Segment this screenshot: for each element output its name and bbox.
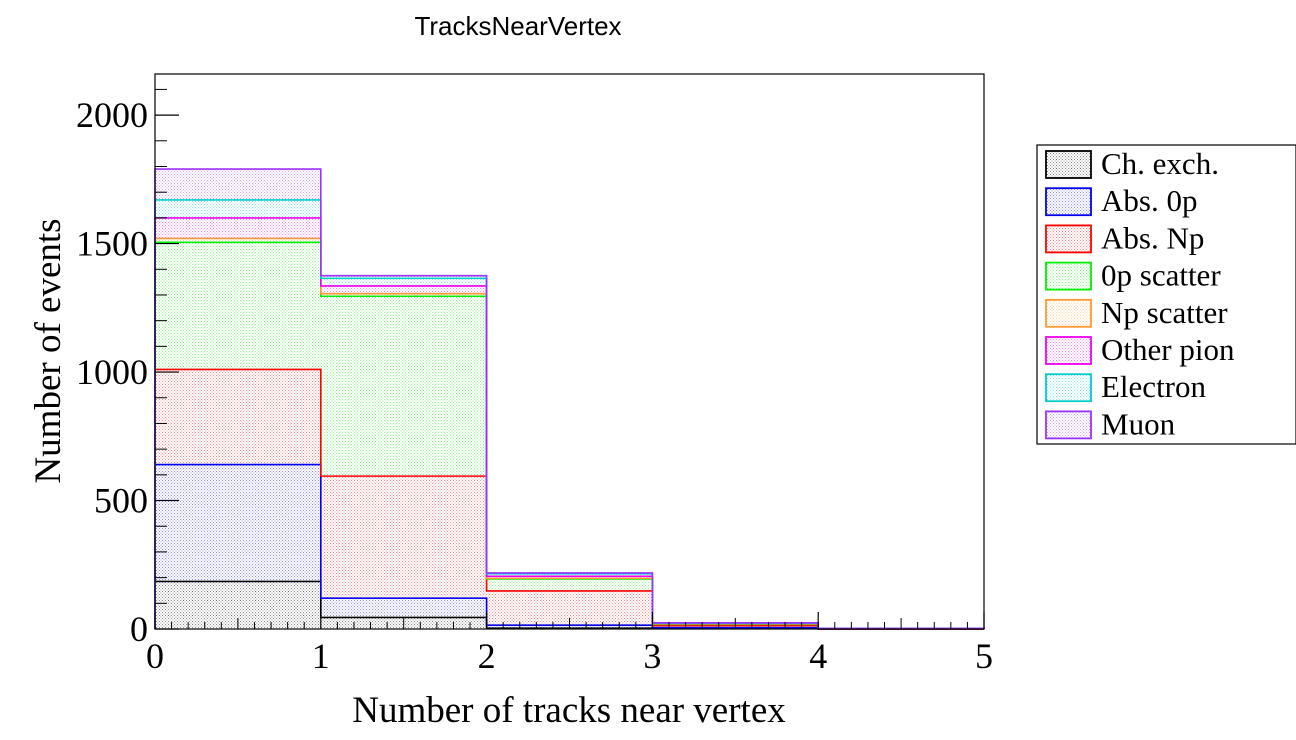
legend-swatch (1045, 336, 1092, 365)
y-tick-label: 1000 (76, 352, 148, 392)
legend-swatch (1045, 150, 1092, 179)
legend-label: Other pion (1101, 332, 1235, 367)
legend-label: Electron (1101, 369, 1207, 404)
legend-entry: Abs. Np (1045, 220, 1204, 255)
x-tick-label: 0 (146, 636, 164, 676)
legend-entry: Abs. 0p (1045, 183, 1197, 218)
legend-entry: Muon (1045, 406, 1176, 441)
legend-entry: Ch. exch. (1045, 146, 1219, 181)
y-axis-label: Number of events (28, 218, 69, 483)
legend-swatch (1045, 261, 1092, 291)
legend-entry: Other pion (1045, 332, 1235, 367)
x-tick-label: 3 (643, 636, 661, 676)
y-tick-label: 1500 (76, 224, 148, 264)
x-axis-label: Number of tracks near vertex (352, 690, 786, 731)
legend-swatch (1045, 224, 1092, 254)
legend-label: Np scatter (1101, 295, 1228, 330)
x-tick-label: 1 (312, 636, 330, 676)
legend-label: Ch. exch. (1101, 146, 1219, 181)
y-tick-label: 500 (94, 481, 148, 521)
legend-label: Abs. Np (1101, 220, 1204, 255)
x-tick-label: 5 (975, 636, 993, 676)
legend-swatch (1045, 373, 1092, 403)
chart-title: TracksNearVertex (414, 11, 621, 41)
x-tick-label: 4 (809, 636, 827, 676)
legend-swatch (1045, 298, 1092, 328)
legend-label: Muon (1101, 406, 1176, 441)
legend-entry: Np scatter (1045, 295, 1228, 330)
bars-layer (154, 168, 985, 630)
y-tick-label: 2000 (76, 95, 148, 135)
legend-entry: Electron (1045, 369, 1207, 404)
y-tick-label: 0 (130, 609, 148, 649)
legend-entry: 0p scatter (1045, 258, 1221, 293)
axes-layer: 0 1 2 3 4 5 0 500 1000 1500 2000 (76, 88, 993, 676)
x-tick-label: 2 (478, 636, 496, 676)
legend-swatch (1045, 187, 1092, 217)
legend-label: 0p scatter (1101, 258, 1221, 293)
legend-label: Abs. 0p (1101, 183, 1197, 218)
legend-swatch (1045, 410, 1092, 440)
